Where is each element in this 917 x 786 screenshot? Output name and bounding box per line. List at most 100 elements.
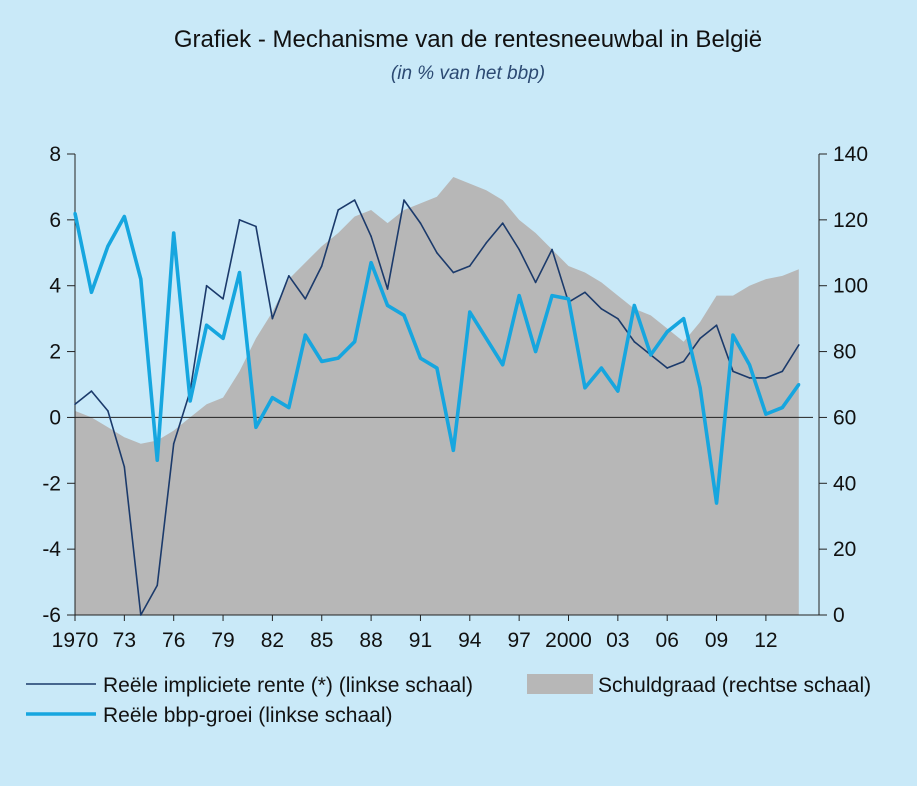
- left-tick-label: -6: [42, 604, 61, 627]
- point-reele-bbp-groei: [665, 330, 669, 334]
- x-tick-label: 03: [606, 629, 629, 652]
- point-reele-impliciete-rente: [386, 288, 389, 290]
- point-reele-impliciete-rente: [304, 298, 307, 300]
- right-tick-label: 100: [833, 275, 868, 298]
- left-tick-label: 8: [49, 143, 61, 166]
- left-tick-label: -4: [42, 538, 61, 561]
- point-reele-impliciete-rente: [452, 271, 455, 274]
- right-tick-label: 120: [833, 209, 868, 232]
- point-reele-impliciete-rente: [419, 222, 422, 224]
- point-reele-impliciete-rente: [551, 248, 553, 251]
- point-reele-impliciete-rente: [337, 209, 340, 211]
- point-reele-bbp-groei: [451, 448, 455, 452]
- point-reele-bbp-groei: [797, 383, 801, 386]
- point-reele-bbp-groei: [122, 215, 126, 219]
- point-reele-bbp-groei: [139, 277, 143, 281]
- point-reele-impliciete-rente: [222, 298, 224, 300]
- point-reele-impliciete-rente: [353, 199, 356, 201]
- point-reele-bbp-groei: [303, 333, 307, 337]
- point-reele-bbp-groei: [731, 333, 735, 337]
- point-reele-impliciete-rente: [172, 442, 175, 445]
- point-reele-impliciete-rente: [501, 222, 504, 224]
- legend-label-schuldgraad: Schuldgraad (rechtse schaal): [598, 674, 871, 697]
- left-tick-label: 2: [49, 341, 61, 364]
- point-reele-bbp-groei: [501, 363, 505, 367]
- point-reele-bbp-groei: [632, 303, 636, 307]
- point-reele-bbp-groei: [484, 336, 488, 340]
- point-reele-impliciete-rente: [74, 403, 76, 406]
- point-reele-bbp-groei: [336, 356, 340, 360]
- x-tick-label: 09: [705, 629, 728, 652]
- x-tick-label: 82: [261, 629, 284, 652]
- point-reele-bbp-groei: [583, 386, 587, 390]
- point-reele-bbp-groei: [780, 406, 784, 410]
- point-reele-bbp-groei: [715, 501, 719, 505]
- point-reele-impliciete-rente: [584, 291, 586, 294]
- point-reele-bbp-groei: [534, 350, 538, 354]
- series-area-schuldgraad: [75, 177, 799, 616]
- point-reele-bbp-groei: [254, 425, 258, 429]
- point-reele-bbp-groei: [205, 323, 209, 327]
- x-tick-label: 76: [162, 629, 185, 652]
- point-reele-bbp-groei: [221, 336, 225, 340]
- point-reele-bbp-groei: [369, 261, 373, 265]
- point-reele-impliciete-rente: [238, 219, 241, 221]
- point-reele-bbp-groei: [238, 271, 241, 275]
- point-reele-bbp-groei: [435, 366, 439, 370]
- x-tick-label: 06: [656, 629, 679, 652]
- point-reele-impliciete-rente: [617, 317, 619, 320]
- point-reele-bbp-groei: [188, 399, 192, 403]
- point-reele-impliciete-rente: [518, 248, 520, 251]
- point-reele-bbp-groei: [270, 396, 274, 400]
- point-reele-impliciete-rente: [765, 377, 767, 379]
- point-reele-impliciete-rente: [600, 307, 603, 310]
- point-reele-bbp-groei: [616, 389, 620, 393]
- point-reele-impliciete-rente: [699, 337, 701, 340]
- point-reele-impliciete-rente: [107, 410, 109, 412]
- point-reele-impliciete-rente: [370, 235, 372, 238]
- point-reele-bbp-groei: [287, 406, 291, 410]
- right-tick-label: 60: [833, 406, 856, 429]
- point-reele-bbp-groei: [517, 294, 521, 298]
- point-reele-impliciete-rente: [485, 242, 488, 244]
- point-reele-impliciete-rente: [781, 370, 784, 373]
- point-reele-bbp-groei: [155, 458, 159, 462]
- point-reele-impliciete-rente: [798, 344, 800, 346]
- point-reele-bbp-groei: [599, 366, 603, 370]
- chart-title: Grafiek - Mechanisme van de rentesneeuwb…: [174, 26, 762, 53]
- legend-label-impliciete-rente: Reële impliciete rente (*) (linkse schaa…: [103, 674, 473, 697]
- point-reele-impliciete-rente: [205, 284, 208, 287]
- point-reele-bbp-groei: [418, 356, 422, 360]
- x-tick-label: 79: [211, 629, 234, 652]
- right-tick-label: 140: [833, 143, 868, 166]
- point-reele-bbp-groei: [320, 359, 324, 363]
- point-reele-impliciete-rente: [436, 251, 438, 254]
- point-reele-bbp-groei: [747, 363, 751, 367]
- x-tick-label: 91: [409, 629, 432, 652]
- x-tick-label: 94: [458, 629, 482, 652]
- point-reele-impliciete-rente: [715, 324, 718, 327]
- point-reele-impliciete-rente: [633, 340, 636, 343]
- left-tick-label: -2: [42, 472, 61, 495]
- point-reele-impliciete-rente: [682, 360, 685, 363]
- point-reele-bbp-groei: [698, 386, 702, 390]
- point-reele-bbp-groei: [402, 313, 406, 317]
- right-tick-label: 80: [833, 341, 856, 364]
- point-reele-bbp-groei: [567, 297, 570, 301]
- point-reele-impliciete-rente: [271, 317, 274, 320]
- point-reele-impliciete-rente: [732, 370, 734, 373]
- point-reele-bbp-groei: [468, 310, 472, 314]
- x-tick-label: 85: [310, 629, 333, 652]
- x-tick-label: 88: [359, 629, 382, 652]
- point-reele-impliciete-rente: [156, 584, 159, 587]
- chart-subtitle: (in % van het bbp): [391, 63, 545, 84]
- point-reele-impliciete-rente: [123, 466, 126, 468]
- point-reele-impliciete-rente: [320, 265, 323, 267]
- x-tick-label: 73: [113, 629, 136, 652]
- point-reele-bbp-groei: [649, 353, 653, 357]
- left-tick-label: 4: [49, 275, 61, 298]
- point-reele-bbp-groei: [106, 244, 110, 248]
- point-reele-impliciete-rente: [288, 275, 290, 277]
